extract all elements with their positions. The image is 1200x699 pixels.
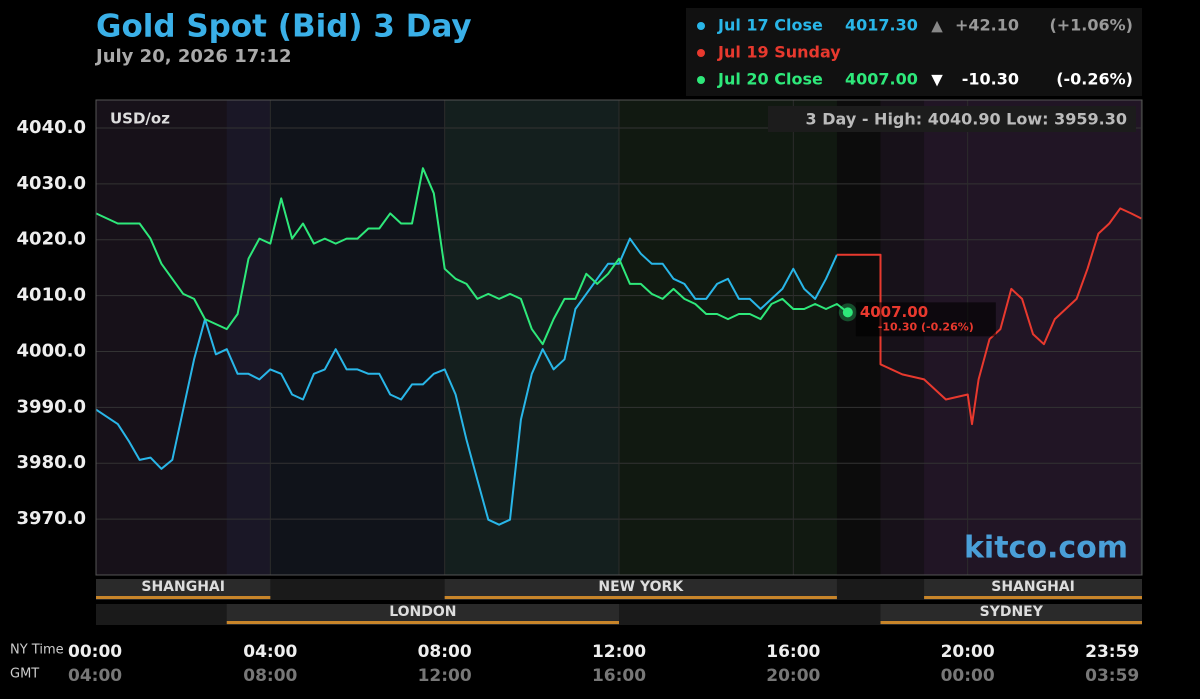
session-bar [226,604,619,625]
legend-label: Jul 19 Sunday [717,43,841,62]
y-tick-label: 3990.0 [17,396,86,417]
price-line [95,167,849,346]
legend-dot [697,76,705,84]
legend-label: Jul 20 Close [717,70,823,89]
plot-frame [95,99,1143,576]
session-underline [444,596,837,599]
legend-dot [697,49,705,57]
range-box [768,106,1136,132]
session-bar [880,604,1142,625]
legend-percent: (+1.06%) [1049,16,1133,35]
session-shade [924,100,1142,575]
legend-change: +42.10 [955,16,1019,35]
session-shade [880,100,1142,575]
session-label: SHANGHAI [141,579,225,595]
x-tick-label: 20:00 [941,642,995,662]
session-shade [96,100,271,575]
last-change-label: -10.30 (-0.26%) [878,320,974,333]
x-tick-label: 16:00 [766,642,820,662]
y-tick-label: 3970.0 [17,508,86,529]
last-label: 4007.00 [860,303,928,321]
session-bar [96,579,271,600]
unit-label: USD/oz [110,110,170,128]
legend-dot [697,22,705,30]
y-tick-label: 4030.0 [17,173,86,194]
x-tick-label: 12:00 [592,642,646,662]
price-line [836,207,1142,426]
legend-box [686,8,1142,96]
legend-price: 4017.30 [845,16,918,35]
legend-label: Jul 17 Close [717,16,823,35]
session-underline [924,596,1142,599]
session-label: SYDNEY [980,604,1044,620]
watermark: kitco.com [964,531,1128,566]
session-bar [444,579,837,600]
session-underline [880,621,1142,624]
session-underline [96,596,271,599]
y-tick-label: 4020.0 [17,229,86,250]
legend-arrow: ▲ [931,17,943,35]
legend-price: 4007.00 [845,70,918,89]
x-tick-label-gmt: 03:59 [1085,666,1139,686]
session-shade [226,100,619,575]
last-label-box [855,302,996,337]
legend-arrow: ▼ [931,71,943,89]
x-tick-label: 00:00 [68,642,122,662]
session-underline [226,621,619,624]
x-tick-label-gmt: 00:00 [941,666,995,686]
chart-subtitle: July 20, 2026 17:12 [94,46,292,67]
session-label: SHANGHAI [991,579,1075,595]
y-tick-label: 4000.0 [17,340,86,361]
session-shade [444,100,837,575]
session-bar [924,579,1142,600]
x-tick-label-gmt: 08:00 [243,666,297,686]
x-tick-label: 04:00 [243,642,297,662]
legend-change: -10.30 [962,70,1019,89]
x-tick-label: 08:00 [418,642,472,662]
x-tick-label-gmt: 12:00 [418,666,472,686]
price-line [95,237,838,526]
x-tick-label-gmt: 16:00 [592,666,646,686]
x-axis-name: NY Time [10,643,64,658]
session-label: NEW YORK [598,579,684,595]
x-tick-label-gmt: 04:00 [68,666,122,686]
y-tick-label: 4040.0 [17,117,86,138]
y-tick-label: 4010.0 [17,285,86,306]
range-label: 3 Day - High: 4040.90 Low: 3959.30 [806,110,1127,129]
legend-percent: (-0.26%) [1056,70,1133,89]
last-marker [842,307,853,318]
x-tick-label: 23:59 [1085,642,1139,662]
x-tick-label-gmt: 20:00 [766,666,820,686]
y-tick-label: 3980.0 [17,452,86,473]
chart-title: Gold Spot (Bid) 3 Day [96,9,472,45]
session-label: LONDON [389,604,456,620]
x-axis-name: GMT [10,667,39,682]
